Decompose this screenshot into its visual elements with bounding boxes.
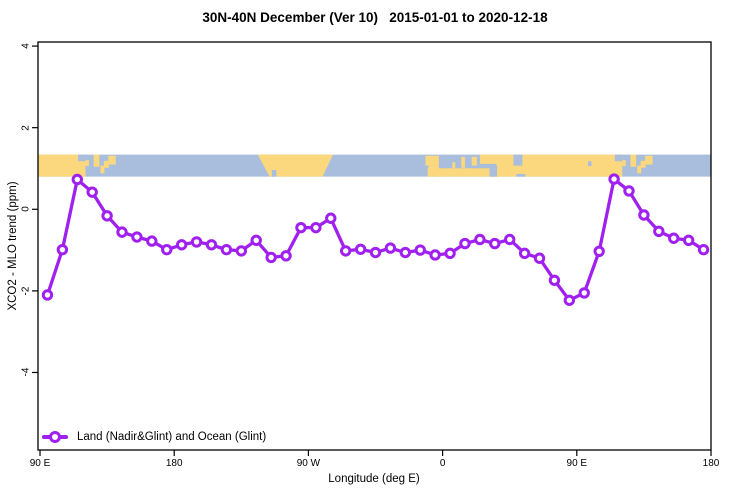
data-point — [339, 245, 352, 257]
legend-label: Land (Nadir&Glint) and Ocean (Glint) — [77, 431, 267, 443]
map-band-land — [108, 155, 116, 165]
map-band-water — [78, 154, 86, 162]
data-point — [429, 249, 441, 261]
data-point — [608, 173, 620, 185]
map-band-land — [496, 154, 623, 177]
data-point — [86, 186, 98, 198]
data-point — [399, 246, 412, 259]
map-band-land — [479, 154, 498, 164]
x-tick-label: 90 E — [566, 458, 588, 469]
data-point — [369, 246, 382, 259]
data-point — [146, 235, 158, 247]
chart-title: 30N-40N December (Ver 10) 2015-01-01 to … — [202, 10, 548, 25]
legend-line-sample — [42, 431, 68, 443]
data-point — [205, 239, 218, 251]
map-band-water — [587, 161, 592, 167]
data-point — [682, 234, 695, 246]
data-point — [653, 225, 665, 238]
map-band-land — [645, 155, 653, 165]
data-point — [280, 250, 292, 262]
map-band-land — [637, 165, 642, 174]
data-point — [116, 226, 128, 238]
data-point — [131, 231, 143, 243]
data-point — [71, 173, 83, 186]
data-point — [101, 210, 113, 222]
x-tick-label: 180 — [165, 458, 183, 469]
map-band-water — [513, 154, 523, 166]
map-band-land — [622, 160, 626, 167]
x-tick-label: 0 — [439, 458, 446, 469]
y-axis-title: XCO2 - MLO trend (ppm) — [7, 181, 19, 311]
y-tick-label: 0 — [20, 206, 32, 213]
map-band-land — [257, 154, 334, 177]
data-point — [161, 243, 173, 256]
data-point — [518, 247, 531, 260]
data-point — [384, 242, 397, 254]
map-band-land — [427, 168, 498, 177]
data-point — [235, 245, 248, 257]
data-point — [444, 247, 456, 260]
data-point — [265, 251, 277, 264]
map-band-land — [462, 168, 468, 174]
map-band-water — [614, 154, 623, 162]
x-tick-label: 90 E — [29, 458, 51, 469]
data-point — [623, 185, 635, 197]
data-point — [250, 234, 262, 246]
legend-marker-icon — [49, 431, 61, 443]
legend: Land (Nadir&Glint) and Ocean (Glint) — [42, 428, 266, 446]
data-point — [697, 243, 710, 256]
data-point — [56, 243, 69, 256]
map-band-water — [489, 165, 498, 177]
map-band-land — [452, 162, 456, 169]
map-band-land — [100, 165, 105, 174]
map-band-land — [93, 154, 100, 167]
map-band-land — [38, 154, 86, 177]
map-band-land — [640, 160, 646, 168]
plot-box — [37, 41, 712, 451]
data-point — [578, 287, 590, 299]
data-point — [668, 232, 680, 244]
y-tick-label: 2 — [20, 124, 32, 131]
data-point — [593, 245, 605, 258]
map-band-land — [425, 155, 439, 166]
map-band-land — [471, 156, 477, 166]
x-tick-label: 90 W — [296, 458, 321, 469]
data-point — [175, 239, 188, 251]
y-tick-label: -4 — [20, 368, 32, 377]
data-point — [474, 233, 486, 246]
map-band-land — [103, 160, 109, 168]
data-point — [310, 221, 322, 234]
data-point — [504, 233, 516, 246]
map-band-water — [516, 173, 526, 177]
y-tick-label: -2 — [20, 286, 32, 296]
map-band-land — [630, 154, 637, 167]
data-point — [548, 274, 561, 286]
data-line — [45, 177, 706, 302]
data-point — [354, 243, 367, 255]
data-point — [414, 244, 426, 256]
map-band-water — [271, 170, 277, 177]
data-point — [41, 289, 54, 301]
y-tick-label: 4 — [20, 43, 32, 49]
data-point — [220, 243, 233, 256]
data-point — [638, 209, 650, 221]
x-tick-label: 180 — [702, 458, 720, 469]
data-point — [563, 294, 576, 306]
x-axis-title: Longitude (deg E) — [328, 473, 420, 485]
data-point — [489, 237, 501, 250]
data-point — [533, 252, 546, 264]
data-point — [190, 236, 203, 248]
map-band-land — [85, 160, 89, 167]
data-point — [295, 221, 307, 234]
map-band-land — [461, 156, 465, 168]
data-point — [459, 237, 471, 250]
data-point — [325, 212, 337, 224]
